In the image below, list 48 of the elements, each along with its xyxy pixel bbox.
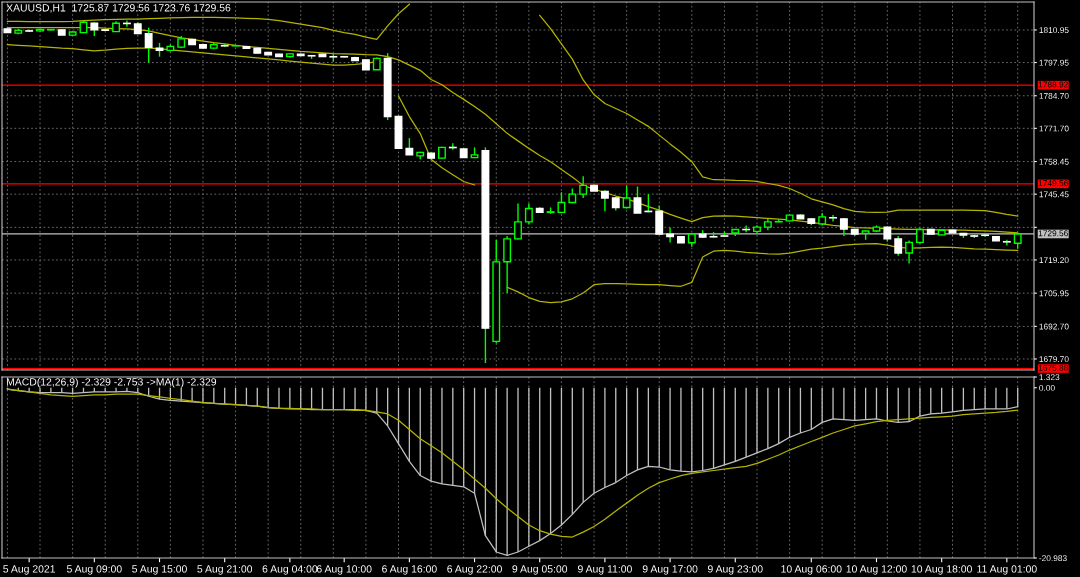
- y-tick-label: 1679.70: [1039, 356, 1069, 363]
- candlestick: [524, 202, 533, 226]
- x-tick-label: 6 Aug 22:00: [447, 565, 502, 575]
- candlestick: [905, 239, 914, 265]
- chart-title: XAUUSD,H1 1725.87 1729.56 1723.76 1729.56: [6, 4, 231, 13]
- y-tick-label: 1745.45: [1039, 191, 1069, 198]
- x-tick-label: 6 Aug 10:00: [316, 565, 372, 575]
- x-tick-label: 11 Aug 01:00: [977, 565, 1037, 575]
- candlestick: [829, 214, 837, 223]
- ref-line-label: 1729.56: [1038, 230, 1068, 237]
- x-tick-label: 10 Aug 12:00: [846, 565, 907, 575]
- y-tick-label: 1810.95: [1039, 27, 1069, 34]
- y-tick-label: 1771.70: [1039, 125, 1069, 132]
- x-tick-label: 9 Aug 11:00: [577, 565, 632, 575]
- y-tick-label: 1758.45: [1039, 158, 1069, 165]
- candlestick: [579, 175, 588, 199]
- y-tick-label: 0.00: [1039, 384, 1055, 391]
- x-tick-label: 5 Aug 15:00: [132, 565, 187, 575]
- ref-line-label: 1749.56: [1038, 180, 1068, 187]
- x-tick-label: 9 Aug 23:00: [707, 565, 763, 575]
- candlestick: [894, 235, 903, 257]
- y-tick-label: -20.983: [1039, 555, 1067, 562]
- y-tick-label: 1692.70: [1039, 323, 1069, 330]
- x-tick-label: 10 Aug 18:00: [911, 565, 972, 575]
- candlestick: [622, 184, 631, 210]
- candlestick: [633, 185, 642, 214]
- ref-line-label: 1675.88: [1038, 364, 1068, 371]
- chart-title: MACD(12,26,9) -2.329 -2.753 ->MA(1) -2.329: [6, 377, 217, 388]
- x-tick-label: 6 Aug 16:00: [382, 565, 437, 575]
- candlestick: [144, 26, 153, 64]
- x-tick-label: 6 Aug 04:00: [262, 565, 318, 575]
- candlestick: [514, 202, 522, 241]
- x-tick-label: 5 Aug 2021: [3, 565, 56, 575]
- candlestick: [655, 204, 664, 235]
- x-tick-label: 9 Aug 17:00: [642, 565, 698, 575]
- y-tick-label: 1705.95: [1039, 290, 1069, 297]
- candlestick: [600, 189, 609, 213]
- y-tick-label: 1.323: [1039, 374, 1060, 381]
- y-tick-label: 1784.70: [1039, 92, 1069, 99]
- candlestick: [503, 235, 512, 294]
- x-tick-label: 5 Aug 21:00: [197, 565, 253, 575]
- x-tick-label: 10 Aug 06:00: [781, 565, 842, 575]
- candlestick: [666, 226, 675, 244]
- y-tick-label: 1797.95: [1039, 59, 1069, 66]
- x-tick-label: 5 Aug 09:00: [66, 565, 122, 575]
- x-tick-label: 9 Aug 05:00: [512, 565, 568, 575]
- y-tick-label: 1719.20: [1039, 257, 1069, 264]
- ref-line-label: 1788.92: [1038, 81, 1068, 88]
